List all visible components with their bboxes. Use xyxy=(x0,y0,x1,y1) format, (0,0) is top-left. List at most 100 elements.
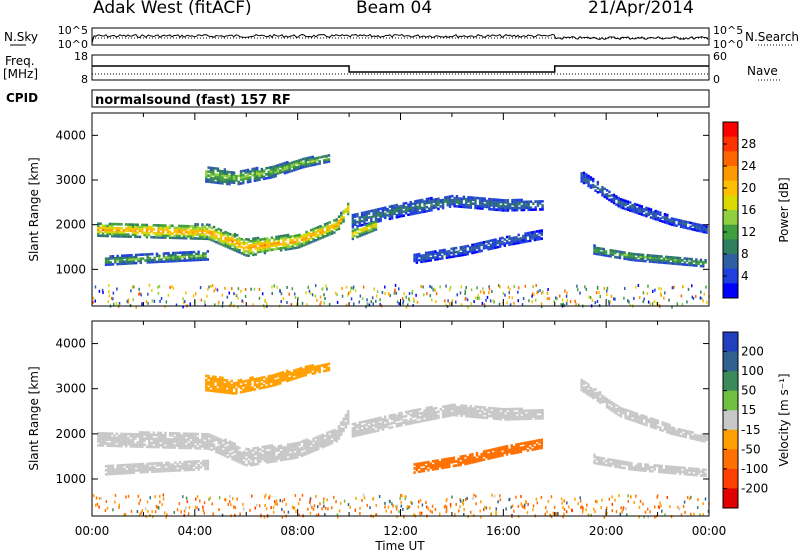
heatmap-cell xyxy=(212,233,216,237)
heatmap-cell xyxy=(502,416,505,419)
scatter-cell xyxy=(703,292,706,296)
heatmap-cell xyxy=(614,251,617,255)
heatmap-cell xyxy=(533,236,537,240)
heatmap-cell xyxy=(363,228,366,232)
heatmap-cell xyxy=(161,228,165,231)
heatmap-cell xyxy=(384,417,387,421)
heatmap-cell xyxy=(487,247,490,251)
heatmap-cell xyxy=(471,409,475,412)
heatmap-cell xyxy=(515,208,519,212)
scatter-cell xyxy=(423,293,425,297)
heatmap-cell xyxy=(208,447,211,451)
heatmap-cell xyxy=(309,164,312,167)
heatmap-cell xyxy=(445,463,449,467)
heatmap-cell xyxy=(633,417,637,421)
heatmap-cell xyxy=(527,208,530,212)
scatter-cell xyxy=(555,296,557,300)
heatmap-cell xyxy=(316,225,320,229)
heatmap-cell xyxy=(649,417,653,420)
heatmap-cell xyxy=(696,229,699,232)
heatmap-cell xyxy=(495,202,498,206)
scatter-cell xyxy=(681,302,684,306)
heatmap-cell xyxy=(511,202,514,206)
heatmap-cell xyxy=(223,389,227,392)
heatmap-cell xyxy=(235,387,238,391)
noise-left-tick: 10^0 xyxy=(58,38,88,51)
heatmap-cell xyxy=(342,421,345,425)
heatmap-cell xyxy=(143,439,146,442)
scatter-cell xyxy=(291,505,294,509)
heatmap-cell xyxy=(510,242,513,246)
heatmap-cell xyxy=(260,382,264,386)
heatmap-cell xyxy=(266,444,269,448)
scatter-cell xyxy=(542,290,544,294)
heatmap-cell xyxy=(279,458,283,462)
heatmap-cell xyxy=(282,458,285,462)
heatmap-cell xyxy=(424,253,428,257)
heatmap-cell xyxy=(386,420,389,424)
heatmap-cell xyxy=(230,177,233,180)
heatmap-cell xyxy=(658,259,661,262)
heatmap-cell xyxy=(104,442,107,445)
heatmap-cell xyxy=(127,229,130,232)
heatmap-cell xyxy=(669,467,673,471)
heatmap-cell xyxy=(189,237,193,240)
heatmap-cell xyxy=(270,448,274,451)
heatmap-cell xyxy=(214,387,217,391)
heatmap-cell xyxy=(648,258,652,261)
heatmap-cell xyxy=(206,258,210,261)
heatmap-cell xyxy=(534,200,537,203)
heatmap-cell xyxy=(276,164,280,167)
heatmap-cell xyxy=(143,223,146,227)
heatmap-cell xyxy=(432,200,436,204)
heatmap-cell xyxy=(229,244,232,248)
heatmap-cell xyxy=(153,470,156,473)
heatmap-cell xyxy=(203,235,206,239)
heatmap-cell xyxy=(659,426,662,430)
heatmap-cell xyxy=(306,164,310,168)
heatmap-cell xyxy=(434,410,438,414)
heatmap-cell xyxy=(164,226,167,229)
heatmap-cell xyxy=(158,256,161,260)
scatter-cell xyxy=(660,287,662,291)
heatmap-cell xyxy=(309,370,312,374)
heatmap-cell xyxy=(310,236,313,240)
heatmap-cell xyxy=(515,443,518,446)
heatmap-cell xyxy=(290,372,294,375)
heatmap-cell xyxy=(321,234,324,237)
heatmap-cell xyxy=(207,389,210,392)
heatmap-cell xyxy=(622,206,625,210)
heatmap-cell xyxy=(510,452,513,455)
heatmap-cell xyxy=(464,251,467,254)
heatmap-cell xyxy=(154,236,158,239)
heatmap-cell xyxy=(446,199,449,203)
heatmap-cell xyxy=(482,458,486,462)
heatmap-cell xyxy=(416,420,419,424)
heatmap-cell xyxy=(189,436,193,440)
heatmap-cell xyxy=(307,439,311,443)
heatmap-cell xyxy=(212,439,216,443)
heatmap-cell xyxy=(476,413,479,417)
heatmap-cell xyxy=(698,434,701,438)
heatmap-cell xyxy=(180,228,183,232)
heatmap-cell xyxy=(152,227,156,231)
heatmap-cell xyxy=(289,447,292,450)
heatmap-cell xyxy=(319,237,322,240)
heatmap-cell xyxy=(663,428,667,431)
heatmap-cell xyxy=(306,158,310,162)
heatmap-cell xyxy=(372,225,375,228)
heatmap-cell xyxy=(154,433,158,437)
heatmap-cell xyxy=(534,409,537,412)
heatmap-cell xyxy=(580,172,583,175)
heatmap-cell xyxy=(639,466,642,470)
scatter-cell xyxy=(408,297,410,301)
heatmap-cell xyxy=(651,254,654,258)
heatmap-cell xyxy=(628,254,631,257)
heatmap-cell xyxy=(659,219,662,223)
heatmap-cell xyxy=(314,230,318,234)
heatmap-cell xyxy=(522,415,526,419)
scatter-cell xyxy=(258,287,261,291)
heatmap-cell xyxy=(118,258,122,262)
heatmap-cell xyxy=(397,211,401,214)
scatter-cell xyxy=(164,305,166,309)
